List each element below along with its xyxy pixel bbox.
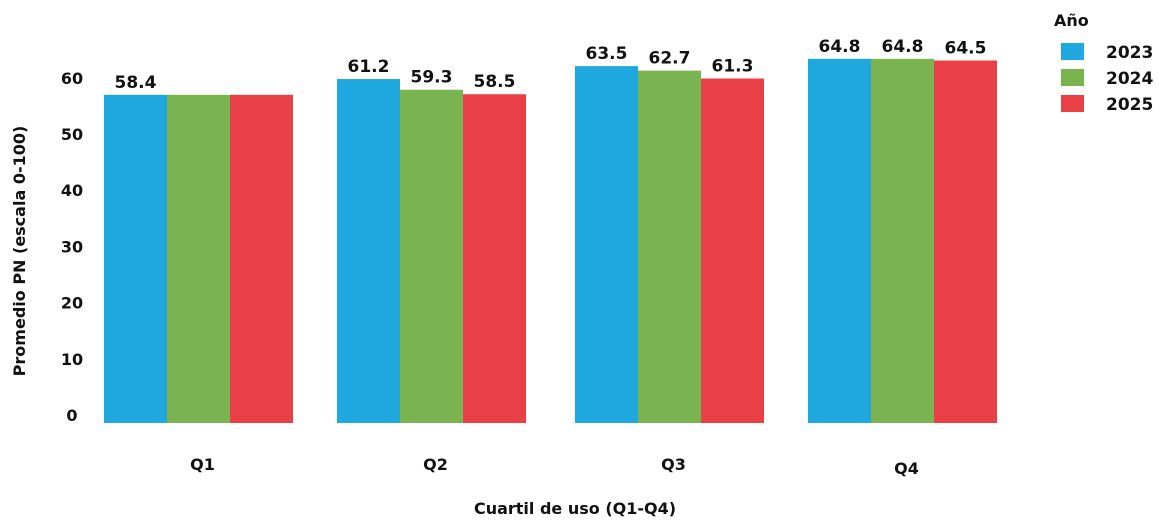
data-label-q1-2023: 58.4 [115,73,157,93]
data-label-q4-2024: 64.8 [882,37,924,57]
y-axis-ticks: 0 10 20 30 40 50 60 [61,69,83,425]
data-label-q3-2024: 62.7 [649,49,691,69]
y-tick-label-40: 40 [61,181,83,200]
legend-items: 2023 2024 2025 [1061,43,1153,115]
legend-swatch-2024 [1061,69,1084,86]
bars-layer [104,58,997,424]
data-labels-layer: 58.4 61.2 59.3 58.5 63.5 62.7 61.3 64.8 64.8 64.5 [115,37,987,93]
x-axis-title: Cuartil de uso (Q1-Q4) [474,499,676,518]
legend-label-2025: 2025 [1106,95,1153,115]
bar-q4-2023 [808,58,871,423]
bar-q3-2023 [575,66,638,423]
bar-q1-2023 [104,94,167,424]
legend-label-2023: 2023 [1106,43,1153,63]
x-tick-label-q1: Q1 [190,455,215,474]
y-tick-label-10: 10 [61,350,83,369]
data-label-q4-2025: 64.5 [945,39,987,59]
x-tick-label-q2: Q2 [423,455,448,474]
y-tick-label-60: 60 [61,69,83,88]
x-tick-label-q4: Q4 [894,459,919,478]
data-label-q2-2025: 58.5 [474,72,516,92]
data-label-q3-2025: 61.3 [712,56,754,76]
y-tick-label-20: 20 [61,294,83,313]
legend-title: Año [1054,11,1089,30]
bar-q2-2025 [463,94,526,423]
bar-q3-2025 [701,78,764,423]
data-label-q2-2023: 61.2 [348,57,390,77]
bar-q2-2023 [337,79,400,423]
bar-q2-2024 [400,89,463,423]
legend-label-2024: 2024 [1106,69,1153,89]
bar-q4-2025 [934,60,997,423]
legend-swatch-2025 [1061,95,1084,112]
y-tick-label-50: 50 [61,125,83,144]
bar-q1-2025 [230,94,293,424]
legend: Año 2023 2024 2025 [1054,11,1153,115]
bar-q4-2024 [871,58,934,423]
bar-q3-2024 [638,70,701,423]
legend-swatch-2023 [1061,43,1084,60]
data-label-q4-2023: 64.8 [819,37,861,57]
y-axis-title: Promedio PN (escala 0-100) [10,126,29,377]
data-label-q3-2023: 63.5 [586,44,628,64]
y-tick-label-0: 0 [66,406,77,425]
data-label-q2-2024: 59.3 [411,68,453,88]
x-axis-ticks: Q1 Q2 Q3 Q4 [190,455,919,478]
x-tick-label-q3: Q3 [661,455,686,474]
bar-q1-2024 [167,94,230,424]
y-tick-label-30: 30 [61,237,83,256]
